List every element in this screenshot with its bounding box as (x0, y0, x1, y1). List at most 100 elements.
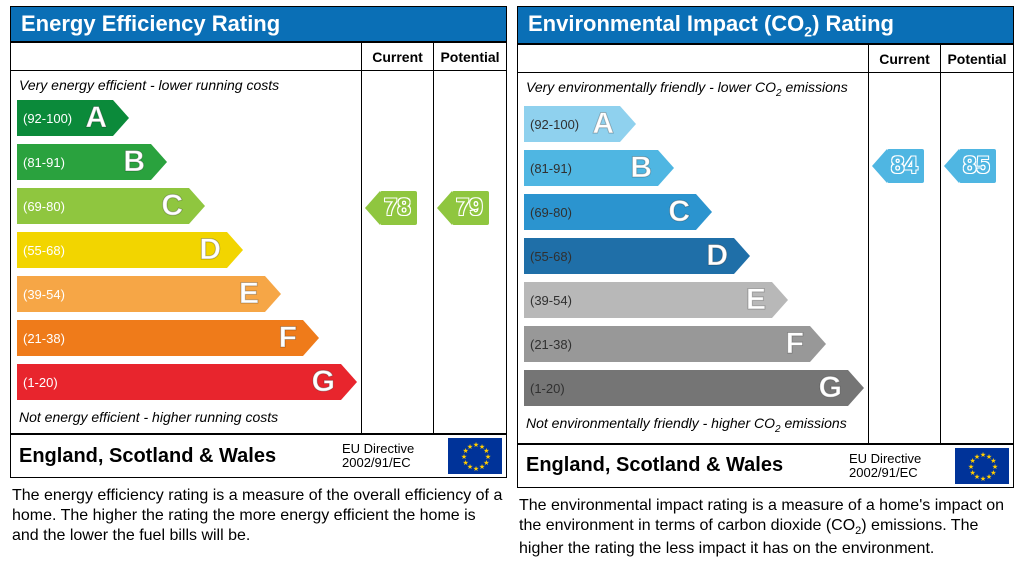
band-letter: B (630, 151, 652, 185)
band-letter: B (123, 145, 145, 179)
header-stub (518, 45, 869, 73)
band-range: (92-100) (530, 117, 579, 132)
energy-potential-col: 79 (434, 71, 506, 433)
band-e: (39-54)E (17, 276, 265, 312)
band-row-e: (39-54)E (17, 273, 355, 315)
band-letter: C (668, 195, 690, 229)
band-letter: G (312, 365, 335, 399)
rating-value: 85 (963, 152, 990, 180)
environmental-footer: England, Scotland & Wales EU Directive 2… (517, 444, 1014, 488)
energy-bands-col: Very energy efficient - lower running co… (11, 71, 362, 433)
directive-label: EU Directive 2002/91/EC (338, 442, 448, 471)
rating-value: 84 (891, 152, 918, 180)
energy-chart: Current Potential Very energy efficient … (10, 42, 507, 434)
directive-label: EU Directive 2002/91/EC (845, 452, 955, 481)
energy-bottom-caption: Not energy efficient - higher running co… (17, 405, 355, 427)
directive-line2: 2002/91/EC (342, 456, 444, 470)
directive-line1: EU Directive (342, 442, 444, 456)
band-range: (69-80) (530, 205, 572, 220)
band-c: (69-80) C (524, 194, 696, 230)
band-g: (1-20) G (17, 364, 341, 400)
environmental-title: Environmental Impact (CO2) Rating (517, 6, 1014, 44)
band-g: (1-20) G (524, 370, 848, 406)
environmental-current-col: 84 (869, 73, 941, 443)
star-icon: ★ (986, 473, 992, 481)
rating-value: 78 (384, 194, 411, 222)
environmental-bottom-caption: Not environmentally friendly - higher CO… (524, 411, 862, 437)
band-range: (55-68) (23, 243, 65, 258)
band-row-f: (21-38) F (17, 317, 355, 359)
environmental-potential-col: 85 (941, 73, 1013, 443)
star-icon: ★ (467, 443, 473, 451)
chevron-right-icon (151, 144, 167, 180)
environmental-description: The environmental impact rating is a mea… (517, 488, 1014, 559)
chevron-right-icon (341, 364, 357, 400)
environmental-bands-col: Very environmentally friendly - lower CO… (518, 73, 869, 443)
band-d: (55-68)D (17, 232, 227, 268)
region-label: England, Scotland & Wales (518, 454, 845, 477)
energy-panel: Energy Efficiency Rating Current Potenti… (10, 6, 507, 567)
chevron-right-icon (620, 106, 636, 142)
band-f: (21-38) F (17, 320, 303, 356)
band-a: (92-100) A (17, 100, 113, 136)
rating-pointer: 85 (959, 149, 996, 183)
chevron-right-icon (227, 232, 243, 268)
band-letter: G (819, 371, 842, 405)
band-range: (81-91) (23, 155, 65, 170)
energy-bands-area: Very energy efficient - lower running co… (11, 71, 506, 433)
chevron-right-icon (303, 320, 319, 356)
band-row-a: (92-100) A (524, 103, 862, 145)
band-letter: E (746, 283, 766, 317)
environmental-panel: Environmental Impact (CO2) Rating Curren… (517, 6, 1014, 567)
chevron-right-icon (265, 276, 281, 312)
chevron-right-icon (772, 282, 788, 318)
band-letter: C (161, 189, 183, 223)
environmental-top-caption: Very environmentally friendly - lower CO… (524, 77, 862, 103)
band-row-g: (1-20) G (524, 367, 862, 409)
band-range: (92-100) (23, 111, 72, 126)
col-potential: Potential (434, 43, 506, 71)
energy-footer: England, Scotland & Wales EU Directive 2… (10, 434, 507, 478)
band-b: (81-91) B (17, 144, 151, 180)
rating-pointer: 78 (380, 191, 417, 225)
band-letter: F (786, 327, 804, 361)
rating-value: 79 (456, 194, 483, 222)
region-label: England, Scotland & Wales (11, 445, 338, 468)
chevron-right-icon (696, 194, 712, 230)
eu-flag-icon: ★★★★★★★★★★★★ (448, 438, 502, 474)
band-c: (69-80) C (17, 188, 189, 224)
chevron-right-icon (810, 326, 826, 362)
pointer-arrow-icon (365, 191, 380, 225)
band-row-c: (69-80) C (17, 185, 355, 227)
band-range: (81-91) (530, 161, 572, 176)
band-range: (1-20) (530, 381, 565, 396)
band-letter: D (706, 239, 728, 273)
band-range: (21-38) (23, 331, 65, 346)
band-letter: E (239, 277, 259, 311)
band-letter: A (85, 101, 107, 135)
band-range: (1-20) (23, 375, 58, 390)
energy-description: The energy efficiency rating is a measur… (10, 478, 507, 546)
pointer-arrow-icon (944, 149, 959, 183)
band-f: (21-38)F (524, 326, 810, 362)
band-range: (69-80) (23, 199, 65, 214)
pointer-arrow-icon (437, 191, 452, 225)
band-letter: A (592, 107, 614, 141)
band-row-d: (55-68) D (524, 235, 862, 277)
band-range: (55-68) (530, 249, 572, 264)
rating-pointer: 79 (452, 191, 489, 225)
col-current: Current (869, 45, 941, 73)
rating-pointer: 84 (887, 149, 924, 183)
chevron-right-icon (658, 150, 674, 186)
col-potential: Potential (941, 45, 1013, 73)
chevron-right-icon (113, 100, 129, 136)
band-letter: F (279, 321, 297, 355)
star-icon: ★ (974, 453, 980, 461)
chevron-right-icon (848, 370, 864, 406)
band-row-e: (39-54)E (524, 279, 862, 321)
band-row-f: (21-38)F (524, 323, 862, 365)
chevron-right-icon (734, 238, 750, 274)
pointer-arrow-icon (872, 149, 887, 183)
environmental-header-row: Current Potential (518, 45, 1013, 73)
directive-line2: 2002/91/EC (849, 466, 951, 480)
